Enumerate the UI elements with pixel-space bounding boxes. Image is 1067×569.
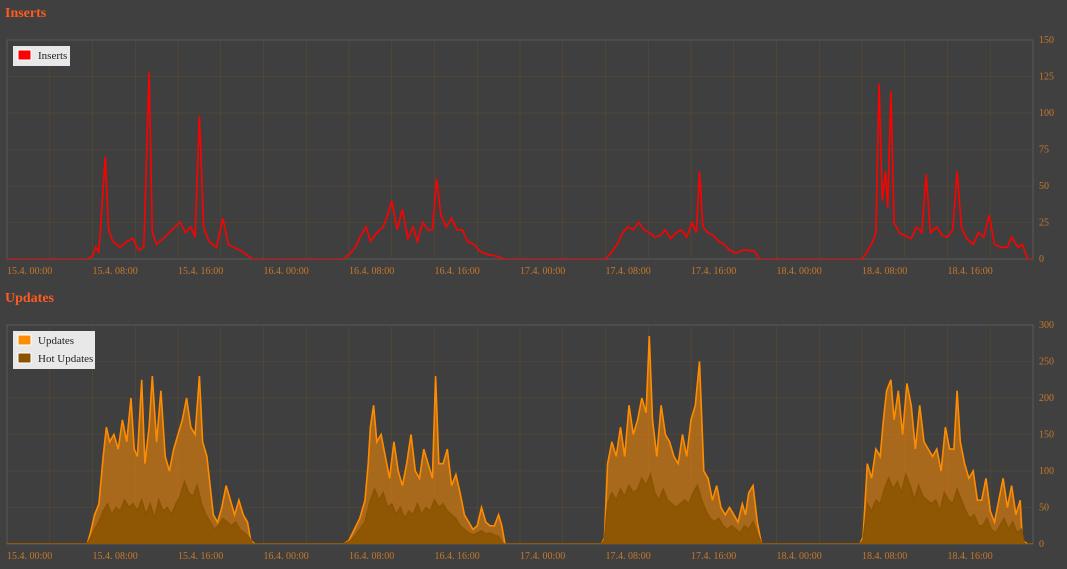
x-tick-label: 17.4. 00:00 (520, 266, 565, 277)
x-tick-label: 15.4. 00:00 (7, 266, 52, 277)
series-area-hot-updates (7, 474, 1033, 544)
x-tick-label: 17.4. 00:00 (520, 551, 565, 562)
series-line-updates (7, 335, 1033, 544)
legend-label: Inserts (38, 50, 67, 62)
x-tick-label: 18.4. 08:00 (862, 551, 907, 562)
x-tick-label: 16.4. 00:00 (264, 551, 309, 562)
x-tick-label: 15.4. 00:00 (7, 551, 52, 562)
series-line-inserts (7, 72, 1033, 259)
x-tick-label: 18.4. 16:00 (948, 551, 993, 562)
x-tick-label: 16.4. 16:00 (435, 266, 480, 277)
series-line-hot-updates (7, 471, 1033, 544)
y-tick-label: 100 (1039, 108, 1054, 119)
x-tick-label: 16.4. 16:00 (435, 551, 480, 562)
x-tick-label: 17.4. 08:00 (606, 551, 651, 562)
x-tick-label: 15.4. 08:00 (93, 551, 138, 562)
chart-1: 0 50 100 150 200 250 300 15.4. 00:00 15.4. 08:00… (6, 320, 1054, 562)
y-tick-label: 300 (1039, 320, 1054, 331)
legend-label: Hot Updates (38, 353, 93, 365)
x-tick-label: 15.4. 16:00 (178, 266, 223, 277)
x-tick-label: 18.4. 16:00 (948, 266, 993, 277)
y-tick-label: 0 (1039, 539, 1044, 550)
legend-swatch (17, 352, 32, 364)
y-tick-label: 50 (1039, 181, 1049, 192)
legend-label: Updates (38, 335, 74, 347)
y-tick-label: 150 (1039, 430, 1054, 441)
y-tick-label: 200 (1039, 393, 1054, 404)
legend-swatch (17, 49, 32, 61)
x-tick-label: 17.4. 16:00 (691, 266, 736, 277)
x-tick-label: 18.4. 00:00 (777, 266, 822, 277)
x-tick-label: 18.4. 00:00 (777, 551, 822, 562)
inserts-chart-title: Inserts (5, 6, 47, 21)
legend: Updates Hot Updates (13, 331, 95, 369)
x-tick-label: 16.4. 08:00 (349, 266, 394, 277)
x-tick-label: 16.4. 00:00 (264, 266, 309, 277)
y-tick-label: 100 (1039, 466, 1054, 477)
y-tick-label: 50 (1039, 503, 1049, 514)
y-tick-label: 125 (1039, 72, 1054, 83)
updates-chart-title: Updates (5, 291, 55, 306)
x-tick-label: 15.4. 16:00 (178, 551, 223, 562)
y-tick-label: 75 (1039, 145, 1049, 156)
y-tick-label: 150 (1039, 35, 1054, 46)
legend-swatch (17, 334, 32, 346)
y-tick-label: 250 (1039, 357, 1054, 368)
legend: Inserts (13, 46, 70, 66)
x-tick-label: 17.4. 08:00 (606, 266, 651, 277)
x-tick-label: 18.4. 08:00 (862, 266, 907, 277)
y-tick-label: 0 (1039, 254, 1044, 265)
x-tick-label: 17.4. 16:00 (691, 551, 736, 562)
x-tick-label: 15.4. 08:00 (93, 266, 138, 277)
y-tick-label: 25 (1039, 218, 1049, 229)
chart-0: 0 25 50 75 100 125 150 15.4. 00:00 15.4. 08:00 15… (6, 35, 1054, 277)
x-tick-label: 16.4. 08:00 (349, 551, 394, 562)
